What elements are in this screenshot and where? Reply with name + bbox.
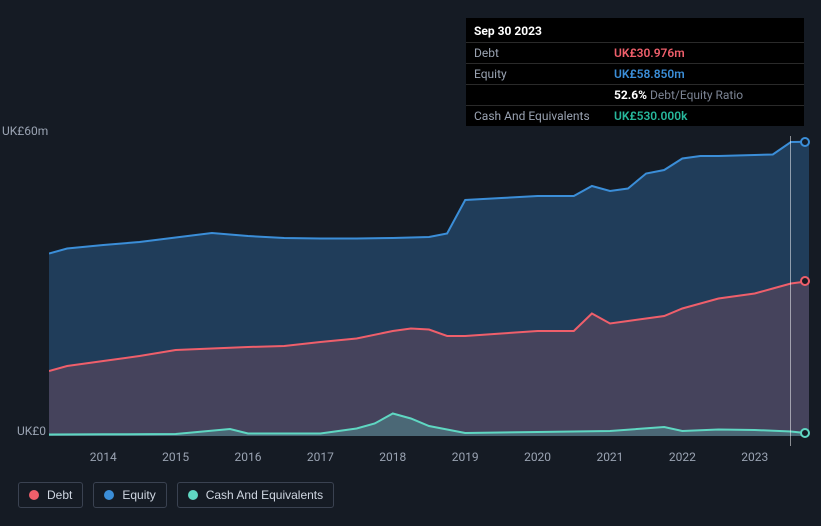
chart-tooltip: Sep 30 2023 Debt UK£30.976m Equity UK£58… [466,18,804,126]
x-tick: 2014 [90,450,117,464]
x-tick: 2023 [741,450,768,464]
x-tick: 2020 [524,450,551,464]
dot-icon [29,490,39,500]
x-axis: 2014 2015 2016 2017 2018 2019 2020 2021 2022 2023 [49,450,809,468]
x-tick: 2016 [235,450,262,464]
marker-equity [800,137,810,147]
tooltip-date: Sep 30 2023 [466,18,804,42]
legend-cash[interactable]: Cash And Equivalents [177,482,334,508]
tooltip-debt-value: UK£30.976m [614,46,685,60]
dot-icon [188,490,198,500]
x-tick: 2019 [452,450,479,464]
tooltip-equity-label: Equity [474,67,614,81]
tooltip-ratio-value: 52.6% Debt/Equity Ratio [614,88,743,102]
x-tick: 2021 [596,450,623,464]
tooltip-cash-label: Cash And Equivalents [474,109,614,123]
hover-line [790,136,791,446]
x-tick: 2022 [669,450,696,464]
legend-debt-label: Debt [47,488,72,502]
tooltip-equity-value: UK£58.850m [614,67,685,81]
x-tick: 2015 [162,450,189,464]
x-tick: 2018 [379,450,406,464]
tooltip-cash-value: UK£530.000k [614,109,687,123]
chart-legend: Debt Equity Cash And Equivalents [18,482,334,508]
marker-cash [800,428,810,438]
legend-equity[interactable]: Equity [93,482,166,508]
legend-cash-label: Cash And Equivalents [206,488,323,502]
chart-area[interactable] [49,136,809,436]
tooltip-debt-label: Debt [474,46,614,60]
tooltip-ratio-spacer [474,88,614,102]
y-axis-min: UK£0 [2,424,46,438]
x-tick: 2017 [307,450,334,464]
legend-equity-label: Equity [122,488,155,502]
y-axis-max: UK£60m [2,124,46,138]
legend-debt[interactable]: Debt [18,482,83,508]
dot-icon [104,490,114,500]
marker-debt [800,276,810,286]
